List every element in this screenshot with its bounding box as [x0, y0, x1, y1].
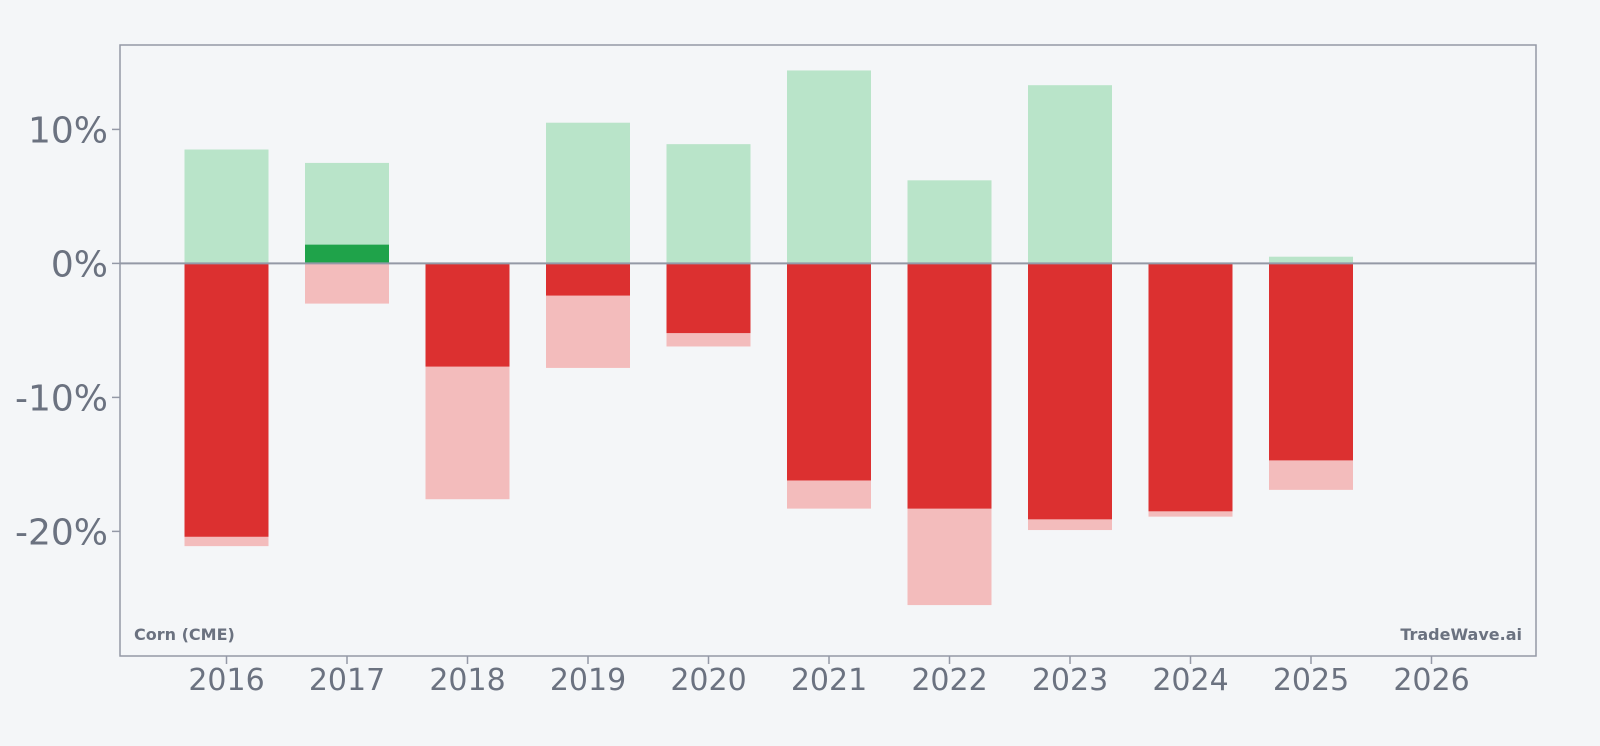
x-tick-label: 2020 [670, 663, 746, 698]
bar-2023-layer-0 [1028, 85, 1112, 264]
bar-2025-layer-0 [1269, 256, 1353, 264]
y-tick-label: 10% [28, 110, 108, 151]
x-tick-label: 2021 [791, 663, 867, 698]
bar-2021-layer-0 [787, 70, 871, 264]
y-tick-label: -20% [15, 512, 108, 553]
x-tick-label: 2025 [1273, 663, 1349, 698]
bar-2023-layer-2 [1028, 263, 1112, 520]
bar-2016-layer-2 [184, 263, 269, 537]
y-tick-label: -10% [15, 378, 108, 419]
y-axis: -20% -10% 0% 10% [15, 110, 120, 553]
x-tick-label: 2023 [1032, 663, 1108, 698]
plot-frame [119, 44, 1537, 657]
bar-2019-layer-0 [546, 122, 630, 264]
y-tick-label: 0% [51, 244, 108, 285]
instrument-label: Corn (CME) [134, 625, 235, 644]
brand-label: TradeWave.ai [1400, 625, 1522, 644]
bar-2016-layer-0 [184, 149, 269, 264]
bar-2025-layer-2 [1269, 263, 1353, 461]
bar-2020-layer-2 [666, 263, 751, 334]
bar-2021-layer-2 [787, 263, 871, 481]
bar-2019-layer-2 [546, 263, 630, 296]
x-tick-label: 2018 [429, 663, 505, 698]
bar-2022-layer-0 [907, 180, 992, 264]
x-axis: 2016 2017 2018 2019 2020 2021 2022 2023 2024 2025… [188, 656, 1470, 698]
bar-2017-layer-1 [305, 244, 389, 264]
bar-2020-layer-0 [666, 144, 751, 264]
x-tick-label: 2019 [550, 663, 626, 698]
x-tick-label: 2022 [911, 663, 987, 698]
bar-2018-layer-2 [425, 263, 510, 367]
x-tick-label: 2016 [188, 663, 264, 698]
x-tick-label: 2017 [309, 663, 385, 698]
bar-2024-layer-2 [1148, 263, 1233, 512]
bars-layer [184, 70, 1353, 606]
x-tick-label: 2026 [1393, 663, 1469, 698]
bar-2017-layer-3 [305, 263, 389, 304]
x-tick-label: 2024 [1152, 663, 1228, 698]
bar-2022-layer-2 [907, 263, 992, 509]
